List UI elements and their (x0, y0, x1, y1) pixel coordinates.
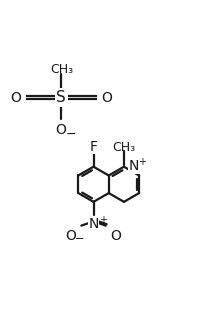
Text: CH₃: CH₃ (112, 141, 135, 153)
Text: +: + (100, 215, 107, 225)
Text: −: − (66, 128, 77, 141)
Text: O: O (66, 229, 76, 244)
Text: O: O (102, 90, 113, 105)
Text: N: N (88, 217, 99, 231)
Text: O: O (55, 123, 66, 137)
Text: +: + (138, 157, 146, 167)
Text: F: F (89, 140, 97, 153)
Text: −: − (74, 234, 84, 244)
Text: CH₃: CH₃ (50, 62, 73, 76)
Text: O: O (10, 90, 21, 105)
Text: S: S (56, 90, 66, 105)
Text: O: O (111, 229, 122, 244)
Text: N: N (129, 159, 139, 173)
